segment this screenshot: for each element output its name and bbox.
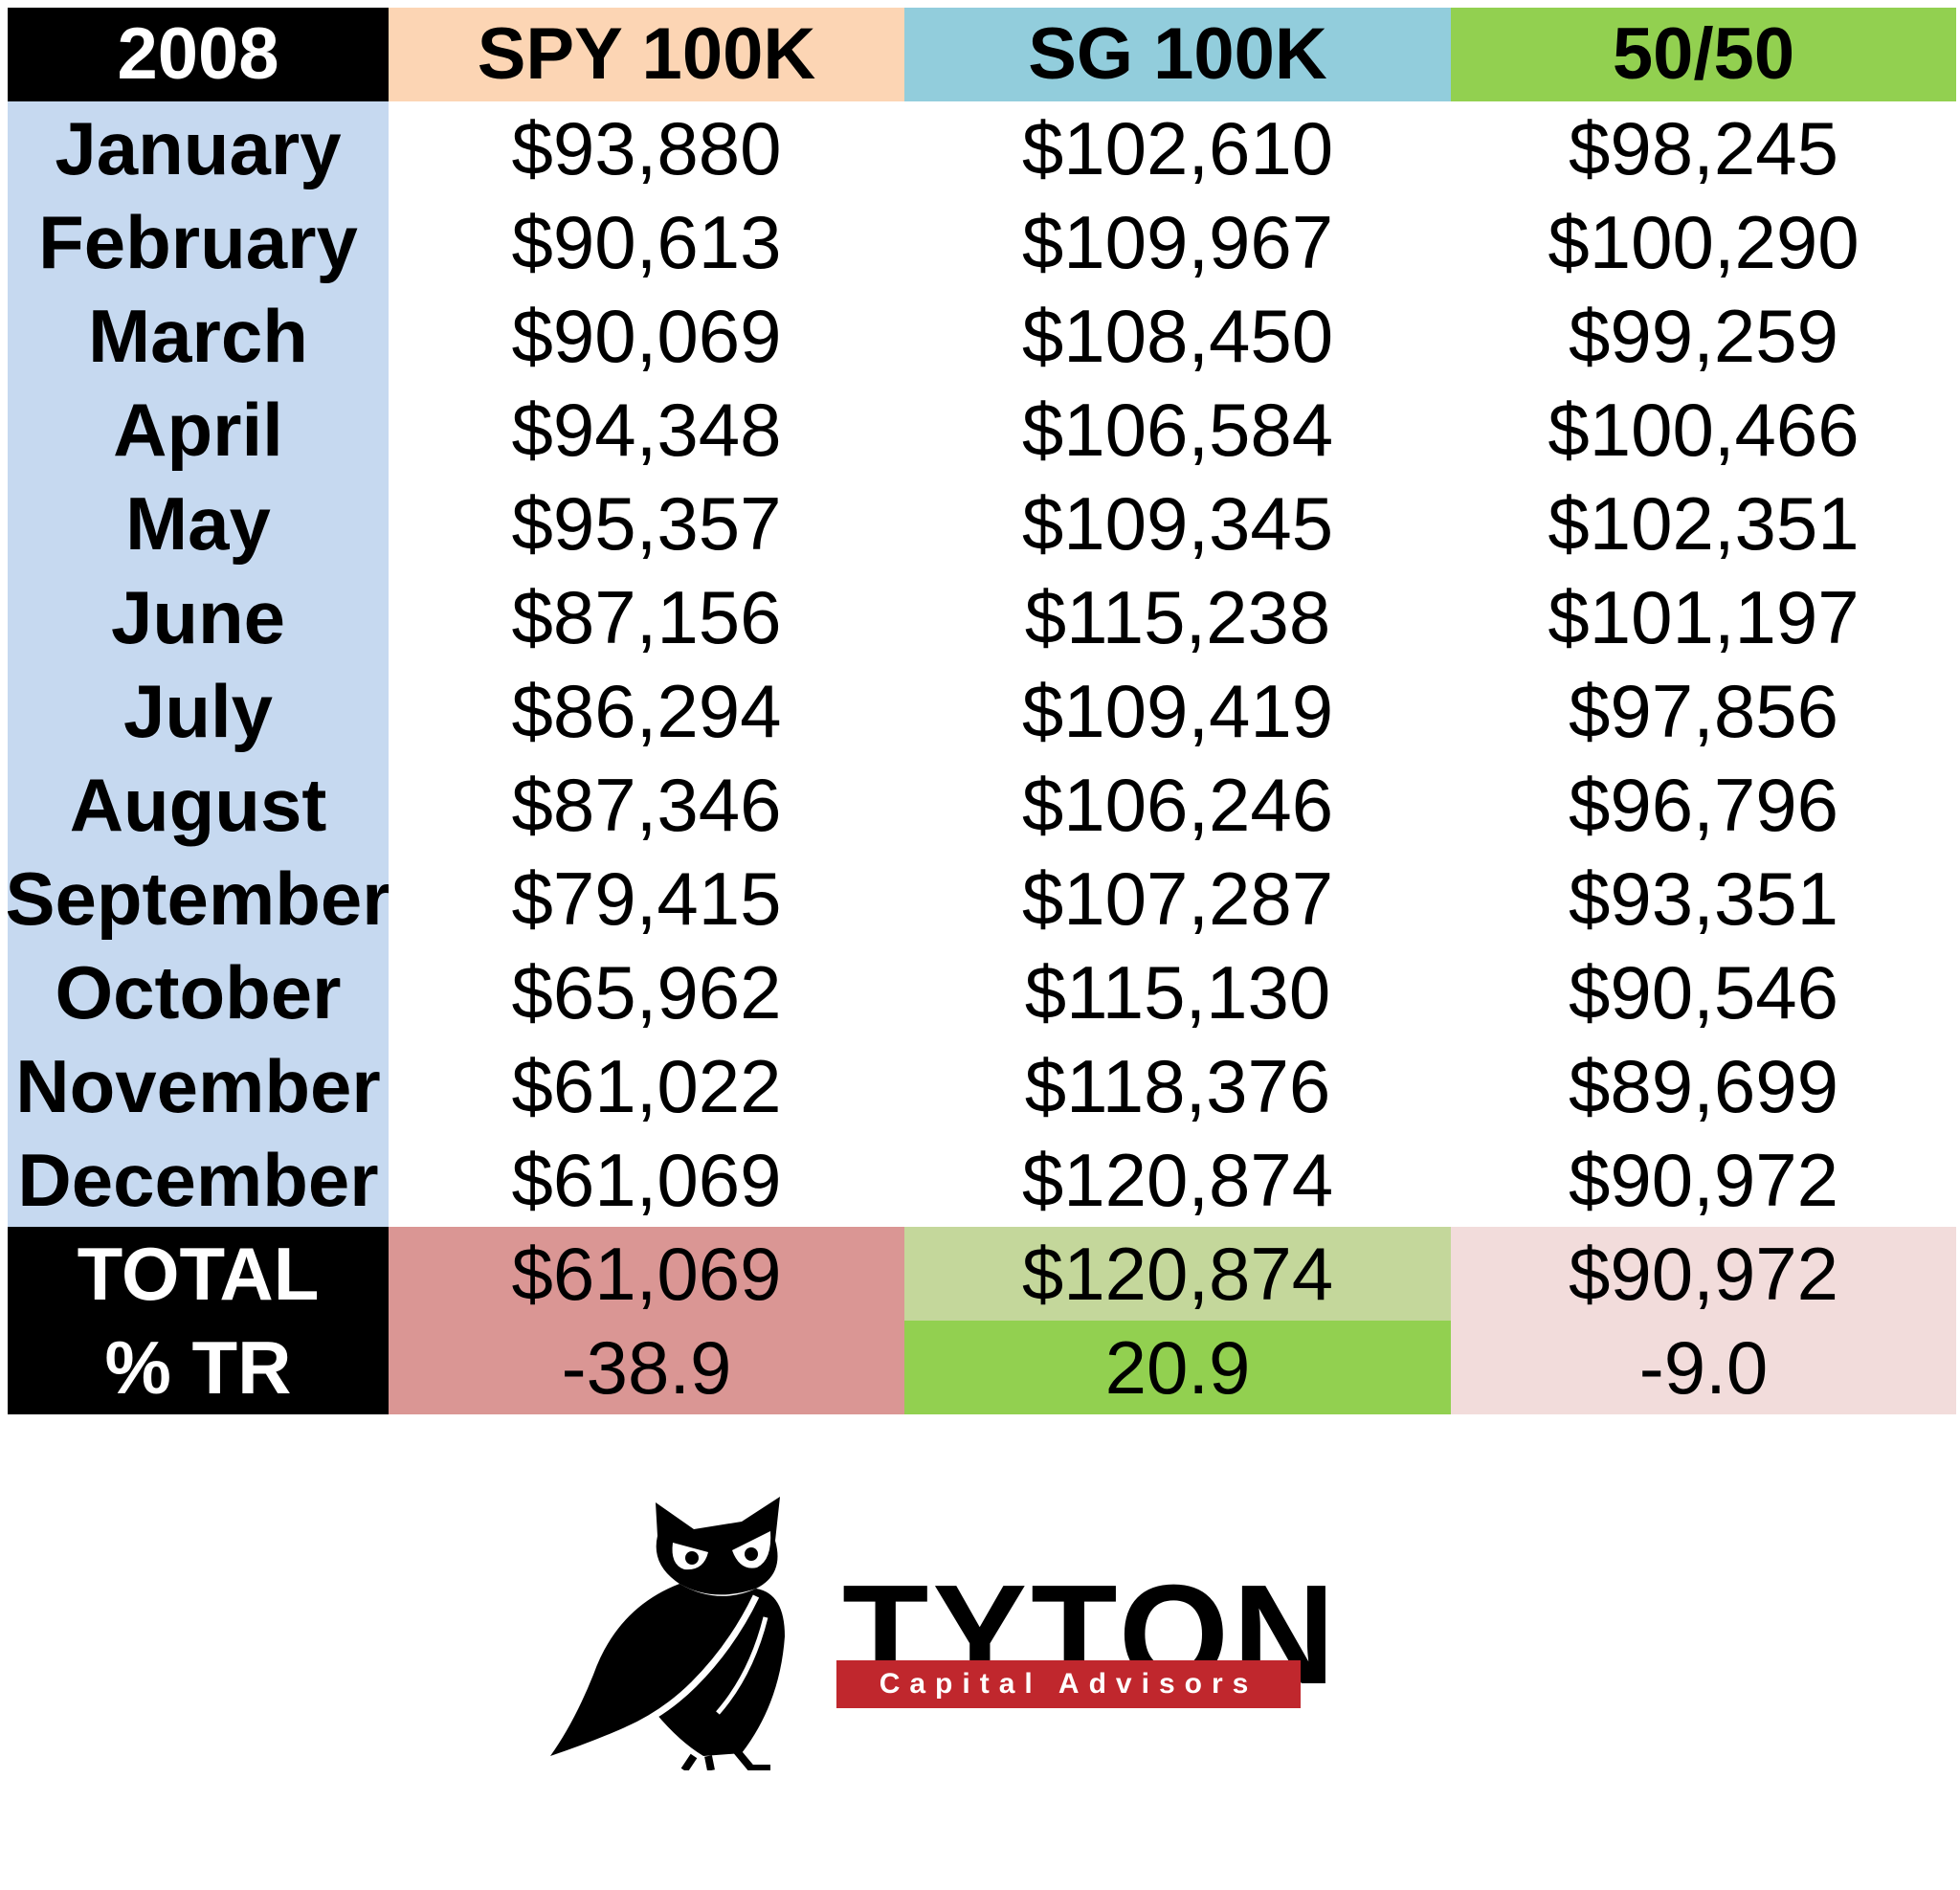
total-row-cell-2: $120,874 [904,1227,1451,1321]
table-row-cell-0: April [8,383,389,477]
table-row-cell-0: August [8,758,389,852]
table-row-cell-0: December [8,1133,389,1227]
table-row: September $79,415 $107,287 $93,351 [8,852,1956,945]
table-row-cell-2: $107,287 [1021,856,1334,941]
table-row: March $90,069 $108,450 $99,259 [8,289,1956,383]
table-row: October $65,962 $115,130 $90,546 [8,945,1956,1039]
table-row-cell-3: $102,351 [1548,481,1860,566]
table-row-cell-2: $109,345 [1021,481,1334,566]
table-row-cell-0: July [8,664,389,758]
table-row-cell-0: January [8,101,389,195]
owl-icon [550,1497,785,1770]
total-row-cell-3: $90,972 [1451,1227,1956,1321]
tr-row-cell-0: % TR [8,1321,389,1414]
table-row-cell-0: September [8,852,389,945]
table-row: November $61,022 $118,376 $89,699 [8,1039,1956,1133]
table-row-cell-0: February [8,195,389,289]
table-row-cell-2: $106,246 [1021,763,1334,847]
logo-tagline: Capital Advisors [836,1660,1301,1708]
header-row-cell-3: 50/50 [1451,8,1956,101]
tr-row: % TR -38.9 20.9 -9.0 [8,1321,1956,1414]
table-row: December $61,069 $120,874 $90,972 [8,1133,1956,1227]
returns-table: 2008 SPY 100K SG 100K 50/50 January $93,880 $1… [8,8,1956,1416]
header-row-cell-0: 2008 [8,8,389,101]
table-row: August $87,346 $106,246 $96,796 [8,758,1956,852]
table-row-cell-1: $87,346 [511,763,782,847]
table-row-cell-1: $79,415 [511,856,782,941]
table-row: February $90,613 $109,967 $100,290 [8,195,1956,289]
total-row-cell-1: $61,069 [389,1227,904,1321]
table-row-cell-2: $109,419 [1021,669,1334,753]
table-row-cell-3: $89,699 [1569,1044,1838,1128]
table-row-cell-3: $97,856 [1569,669,1838,753]
table-row-cell-1: $94,348 [511,388,782,472]
table-row-cell-1: $95,357 [511,481,782,566]
table-row-cell-3: $90,546 [1569,950,1838,1034]
header-row: 2008 SPY 100K SG 100K 50/50 [8,8,1956,101]
table-row-cell-2: $115,238 [1024,575,1331,659]
table-row-cell-2: $115,130 [1024,950,1331,1034]
table-row: May $95,357 $109,345 $102,351 [8,477,1956,570]
total-row: TOTAL $61,069 $120,874 $90,972 [8,1227,1956,1321]
table-row-cell-1: $65,962 [511,950,782,1034]
table-row: April $94,348 $106,584 $100,466 [8,383,1956,477]
table-row: July $86,294 $109,419 $97,856 [8,664,1956,758]
table-row-cell-3: $99,259 [1569,294,1838,378]
table-row-cell-2: $102,610 [1021,106,1334,190]
table-row-cell-1: $93,880 [511,106,782,190]
tr-row-cell-1: -38.9 [389,1321,904,1414]
table-row-cell-1: $86,294 [511,669,782,753]
table-row-cell-0: November [8,1039,389,1133]
table-row-cell-3: $98,245 [1569,106,1838,190]
table-row-cell-3: $100,290 [1548,200,1860,284]
table-row-cell-2: $120,874 [1021,1138,1334,1222]
table-row-cell-1: $90,613 [511,200,782,284]
table-row-cell-3: $96,796 [1569,763,1838,847]
table-row: June $87,156 $115,238 $101,197 [8,570,1956,664]
table-row-cell-2: $118,376 [1024,1044,1331,1128]
table-row-cell-0: May [8,477,389,570]
table-row-cell-2: $109,967 [1021,200,1334,284]
tr-row-cell-3: -9.0 [1451,1321,1956,1414]
total-row-cell-0: TOTAL [8,1227,389,1321]
table-row: January $93,880 $102,610 $98,245 [8,101,1956,195]
table-row-cell-0: October [8,945,389,1039]
table-row-cell-1: $61,069 [511,1138,782,1222]
table-row-cell-3: $93,351 [1569,856,1838,941]
header-row-cell-1: SPY 100K [389,8,904,101]
tr-row-cell-2: 20.9 [904,1321,1451,1414]
table-row-cell-0: June [8,570,389,664]
table-row-cell-3: $100,466 [1548,388,1860,472]
table-row-cell-1: $90,069 [511,294,782,378]
tyton-logo: TYTON Capital Advisors [536,1474,1335,1780]
table-row-cell-2: $108,450 [1021,294,1334,378]
table-row-cell-2: $106,584 [1021,388,1334,472]
header-row-cell-2: SG 100K [904,8,1451,101]
table-row-cell-1: $87,156 [511,575,782,659]
table-row-cell-3: $90,972 [1569,1138,1838,1222]
table-row-cell-1: $61,022 [511,1044,782,1128]
table-row-cell-3: $101,197 [1548,575,1860,659]
table-row-cell-0: March [8,289,389,383]
